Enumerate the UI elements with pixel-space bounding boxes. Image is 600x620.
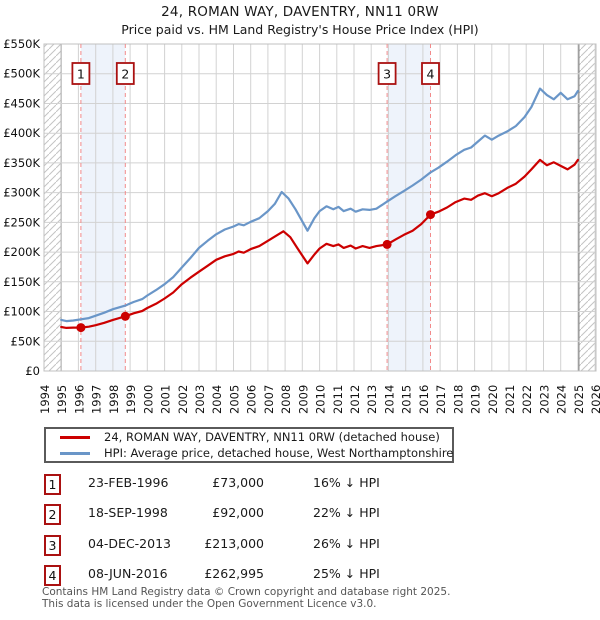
x-axis-label: 2023 (538, 385, 552, 414)
x-axis-label: 2004 (210, 385, 224, 414)
sale-1-vs-hpi: 16% ↓ HPI (313, 475, 380, 490)
sale-2-vs-hpi: 22% ↓ HPI (313, 505, 380, 520)
sale-2-price: £92,000 (212, 505, 264, 520)
hpi-line-swatch (60, 451, 90, 455)
x-axis-label: 2020 (486, 385, 500, 414)
footer-line-1: Contains HM Land Registry data © Crown c… (42, 586, 451, 598)
sale-1-date: 23-FEB-1996 (88, 475, 169, 490)
sale-4-vs-hpi: 25% ↓ HPI (313, 566, 380, 581)
sale-4-price: £262,995 (204, 566, 264, 581)
x-axis-label: 2008 (279, 385, 293, 414)
page-subtitle: Price paid vs. HM Land Registry's House … (121, 22, 479, 37)
sale-point-dot (426, 210, 435, 220)
sale-point-dot (76, 323, 86, 333)
plot-border (43, 43, 597, 372)
y-axis-label: £550K (3, 37, 40, 51)
x-axis-label: 2012 (348, 385, 362, 414)
x-axis-label: 2013 (365, 385, 379, 414)
footer-line-2: This data is licensed under the Open Gov… (42, 597, 377, 610)
highlight-band (80, 44, 126, 371)
sale-3-number-badge: 3 (44, 535, 61, 556)
sale-4-date: 08-JUN-2016 (88, 566, 168, 581)
sale-row-2: 2 18-SEP-1998 £92,000 22% ↓ HPI (0, 504, 600, 526)
hpi-series-line (60, 87, 579, 323)
sale-3-date: 04-DEC-2013 (88, 536, 171, 551)
sale-marker-box (377, 62, 397, 85)
x-axis-label: 2018 (451, 385, 465, 414)
y-axis-label: £50K (11, 334, 41, 348)
x-axis-label: 2024 (555, 385, 569, 414)
license-footer: Contains HM Land Registry data © Crown c… (42, 586, 598, 610)
x-axis-label: 2019 (469, 385, 483, 414)
y-axis-label: £500K (3, 67, 40, 81)
x-axis-label: 2005 (228, 385, 242, 414)
sale-marker-box-number: 3 (383, 67, 391, 82)
y-axis-label: £200K (3, 245, 40, 259)
legend-label-hpi: HPI: Average price, detached house, West… (104, 446, 454, 460)
y-axis-label: £250K (3, 215, 40, 229)
x-axis-label: 2014 (383, 385, 397, 414)
y-axis-label: £450K (3, 97, 40, 111)
sale-3-price: £213,000 (204, 536, 264, 551)
x-axis-label: 2000 (141, 385, 155, 414)
x-axis-label: 2009 (296, 385, 310, 414)
sale-marker-box (421, 62, 440, 85)
sale-marker-box (71, 62, 91, 85)
highlight-band (387, 44, 431, 371)
sale-2-date: 18-SEP-1998 (88, 505, 168, 520)
y-axis-label: £350K (3, 156, 40, 170)
sale-marker-box-number: 2 (121, 67, 129, 82)
x-axis-label: 2021 (503, 385, 517, 414)
x-axis-label: 2006 (245, 385, 259, 414)
y-axis-label: £150K (3, 275, 40, 289)
sale-3-vs-hpi: 26% ↓ HPI (313, 536, 380, 551)
sale-marker-box (115, 62, 135, 85)
y-axis-label: £0 (25, 364, 40, 378)
chart-legend: 24, ROMAN WAY, DAVENTRY, NN11 0RW (detac… (44, 427, 454, 463)
x-axis-label: 2022 (520, 385, 534, 414)
y-axis-label: £300K (3, 186, 40, 200)
x-axis-label: 1994 (38, 385, 52, 414)
sale-1-price: £73,000 (212, 475, 264, 490)
x-axis-label: 1998 (107, 385, 121, 414)
x-axis-label: 1997 (90, 385, 104, 414)
sale-row-1: 1 23-FEB-1996 £73,000 16% ↓ HPI (0, 474, 600, 496)
sale-marker-box-number: 4 (427, 67, 435, 82)
y-axis-label: £100K (3, 305, 40, 319)
x-axis-label: 2011 (331, 385, 345, 414)
price-line-swatch (60, 435, 90, 439)
x-axis-label: 2017 (434, 385, 448, 414)
no-data-hatch (578, 44, 596, 371)
legend-label-price: 24, ROMAN WAY, DAVENTRY, NN11 0RW (detac… (104, 430, 440, 444)
sale-point-dot (382, 239, 392, 249)
x-axis-label: 2010 (314, 385, 328, 414)
sale-marker-box-number: 1 (77, 67, 85, 82)
x-axis-label: 1999 (124, 385, 138, 414)
page-title: 24, ROMAN WAY, DAVENTRY, NN11 0RW (161, 4, 439, 20)
legend-row-price: 24, ROMAN WAY, DAVENTRY, NN11 0RW (detac… (46, 430, 452, 444)
y-axis-label: £400K (3, 126, 40, 140)
x-axis-label: 2025 (572, 385, 586, 414)
sale-row-3: 3 04-DEC-2013 £213,000 26% ↓ HPI (0, 535, 600, 557)
sale-1-number-badge: 1 (44, 474, 61, 495)
x-axis-label: 2007 (262, 385, 276, 414)
x-axis-label: 2026 (589, 385, 600, 414)
x-axis-label: 2002 (176, 385, 190, 414)
x-axis-label: 1995 (55, 385, 69, 414)
x-axis-label: 2003 (193, 385, 207, 414)
no-data-hatch (44, 44, 62, 371)
x-axis-label: 1996 (72, 385, 86, 414)
x-axis-label: 2015 (400, 385, 414, 414)
price-series-line (60, 158, 579, 329)
legend-row-hpi: HPI: Average price, detached house, West… (46, 446, 454, 460)
sale-point-dot (120, 311, 130, 321)
sale-row-4: 4 08-JUN-2016 £262,995 25% ↓ HPI (0, 565, 600, 587)
x-axis-label: 2001 (159, 385, 173, 414)
price-chart: 1 2 3 4 £550K £500K £450K £400K £350K £300K £25… (3, 37, 600, 414)
sale-2-number-badge: 2 (44, 504, 61, 525)
sale-4-number-badge: 4 (44, 565, 61, 586)
x-axis-label: 2016 (417, 385, 431, 414)
